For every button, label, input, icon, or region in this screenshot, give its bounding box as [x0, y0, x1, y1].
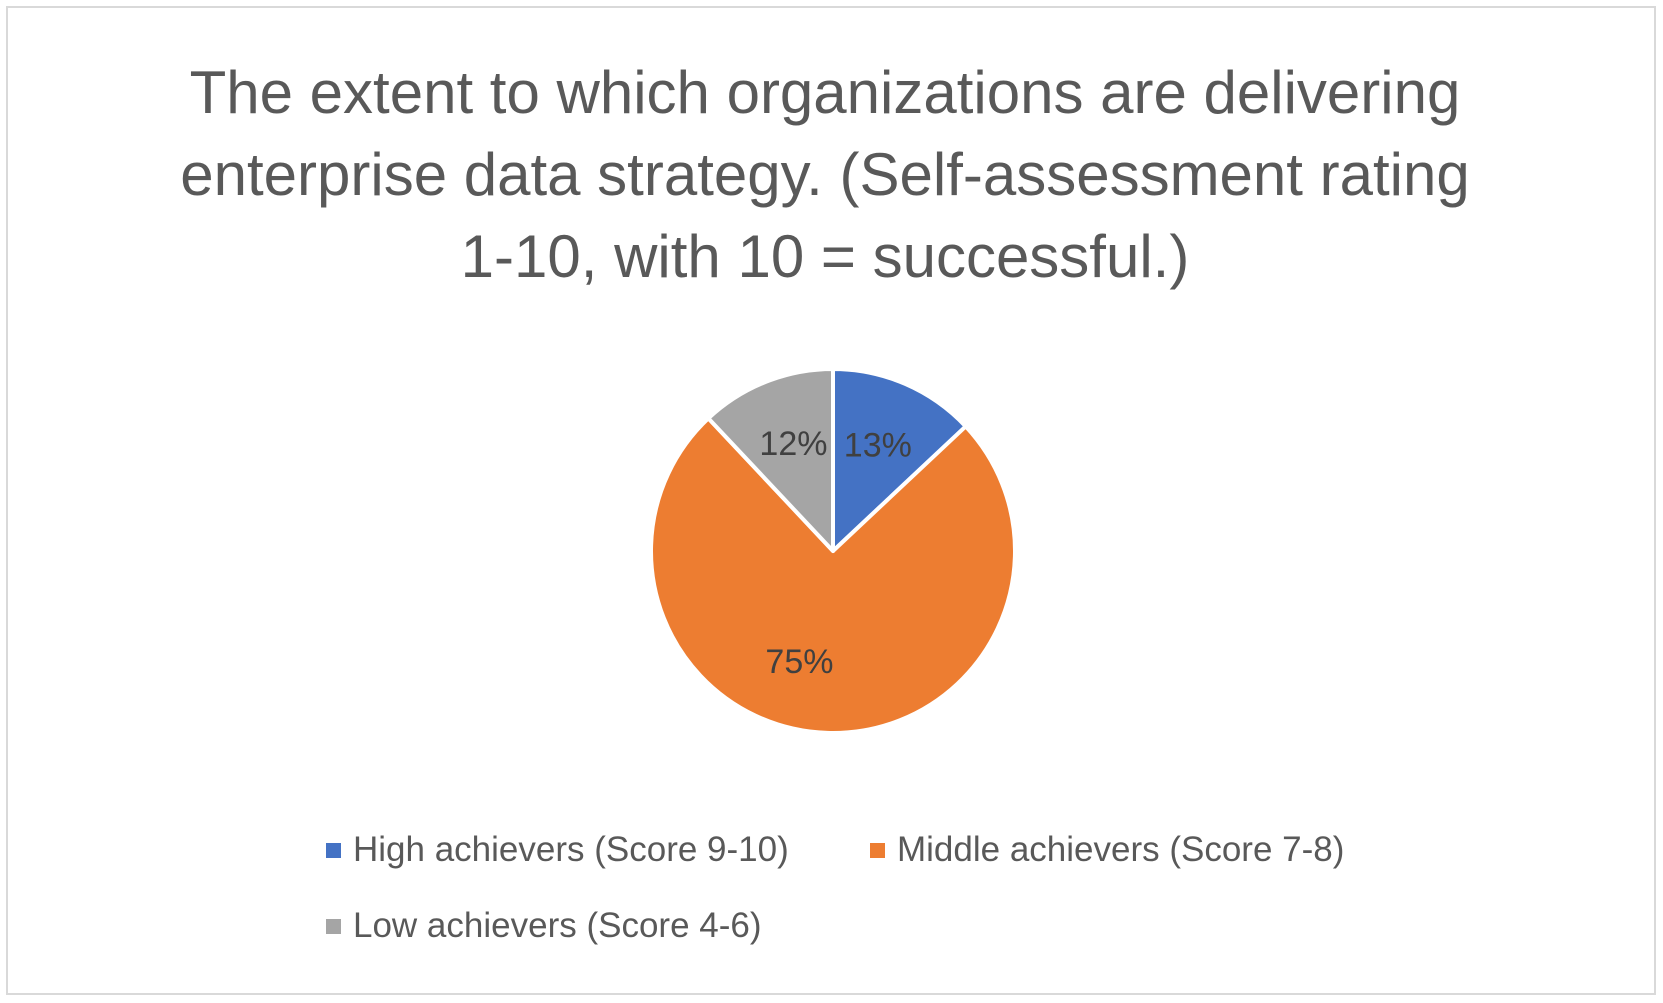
legend-label-high-achievers: High achievers (Score 9-10) — [353, 830, 789, 869]
legend-swatch-high-achievers — [326, 842, 341, 858]
data-label-middle-achievers: 75% — [765, 643, 833, 681]
legend-label-low-achievers: Low achievers (Score 4-6) — [353, 906, 762, 945]
pie-slice-high-achievers — [831, 367, 968, 553]
legend-item-high-achievers: High achievers (Score 9-10) — [326, 828, 789, 872]
pie-slice-middle-achievers — [649, 416, 1017, 735]
legend-swatch-low-achievers — [326, 918, 341, 934]
legend-swatch-middle-achievers — [870, 842, 885, 858]
legend-item-low-achievers: Low achievers (Score 4-6) — [326, 904, 762, 948]
legend-label-middle-achievers: Middle achievers (Score 7-8) — [897, 830, 1345, 869]
data-label-low-achievers: 12% — [759, 425, 827, 463]
data-label-high-achievers: 13% — [844, 426, 912, 464]
legend-item-middle-achievers: Middle achievers (Score 7-8) — [870, 828, 1344, 872]
chart-title: The extent to which organizations are de… — [180, 59, 1470, 290]
pie-slice-low-achievers — [706, 367, 835, 553]
